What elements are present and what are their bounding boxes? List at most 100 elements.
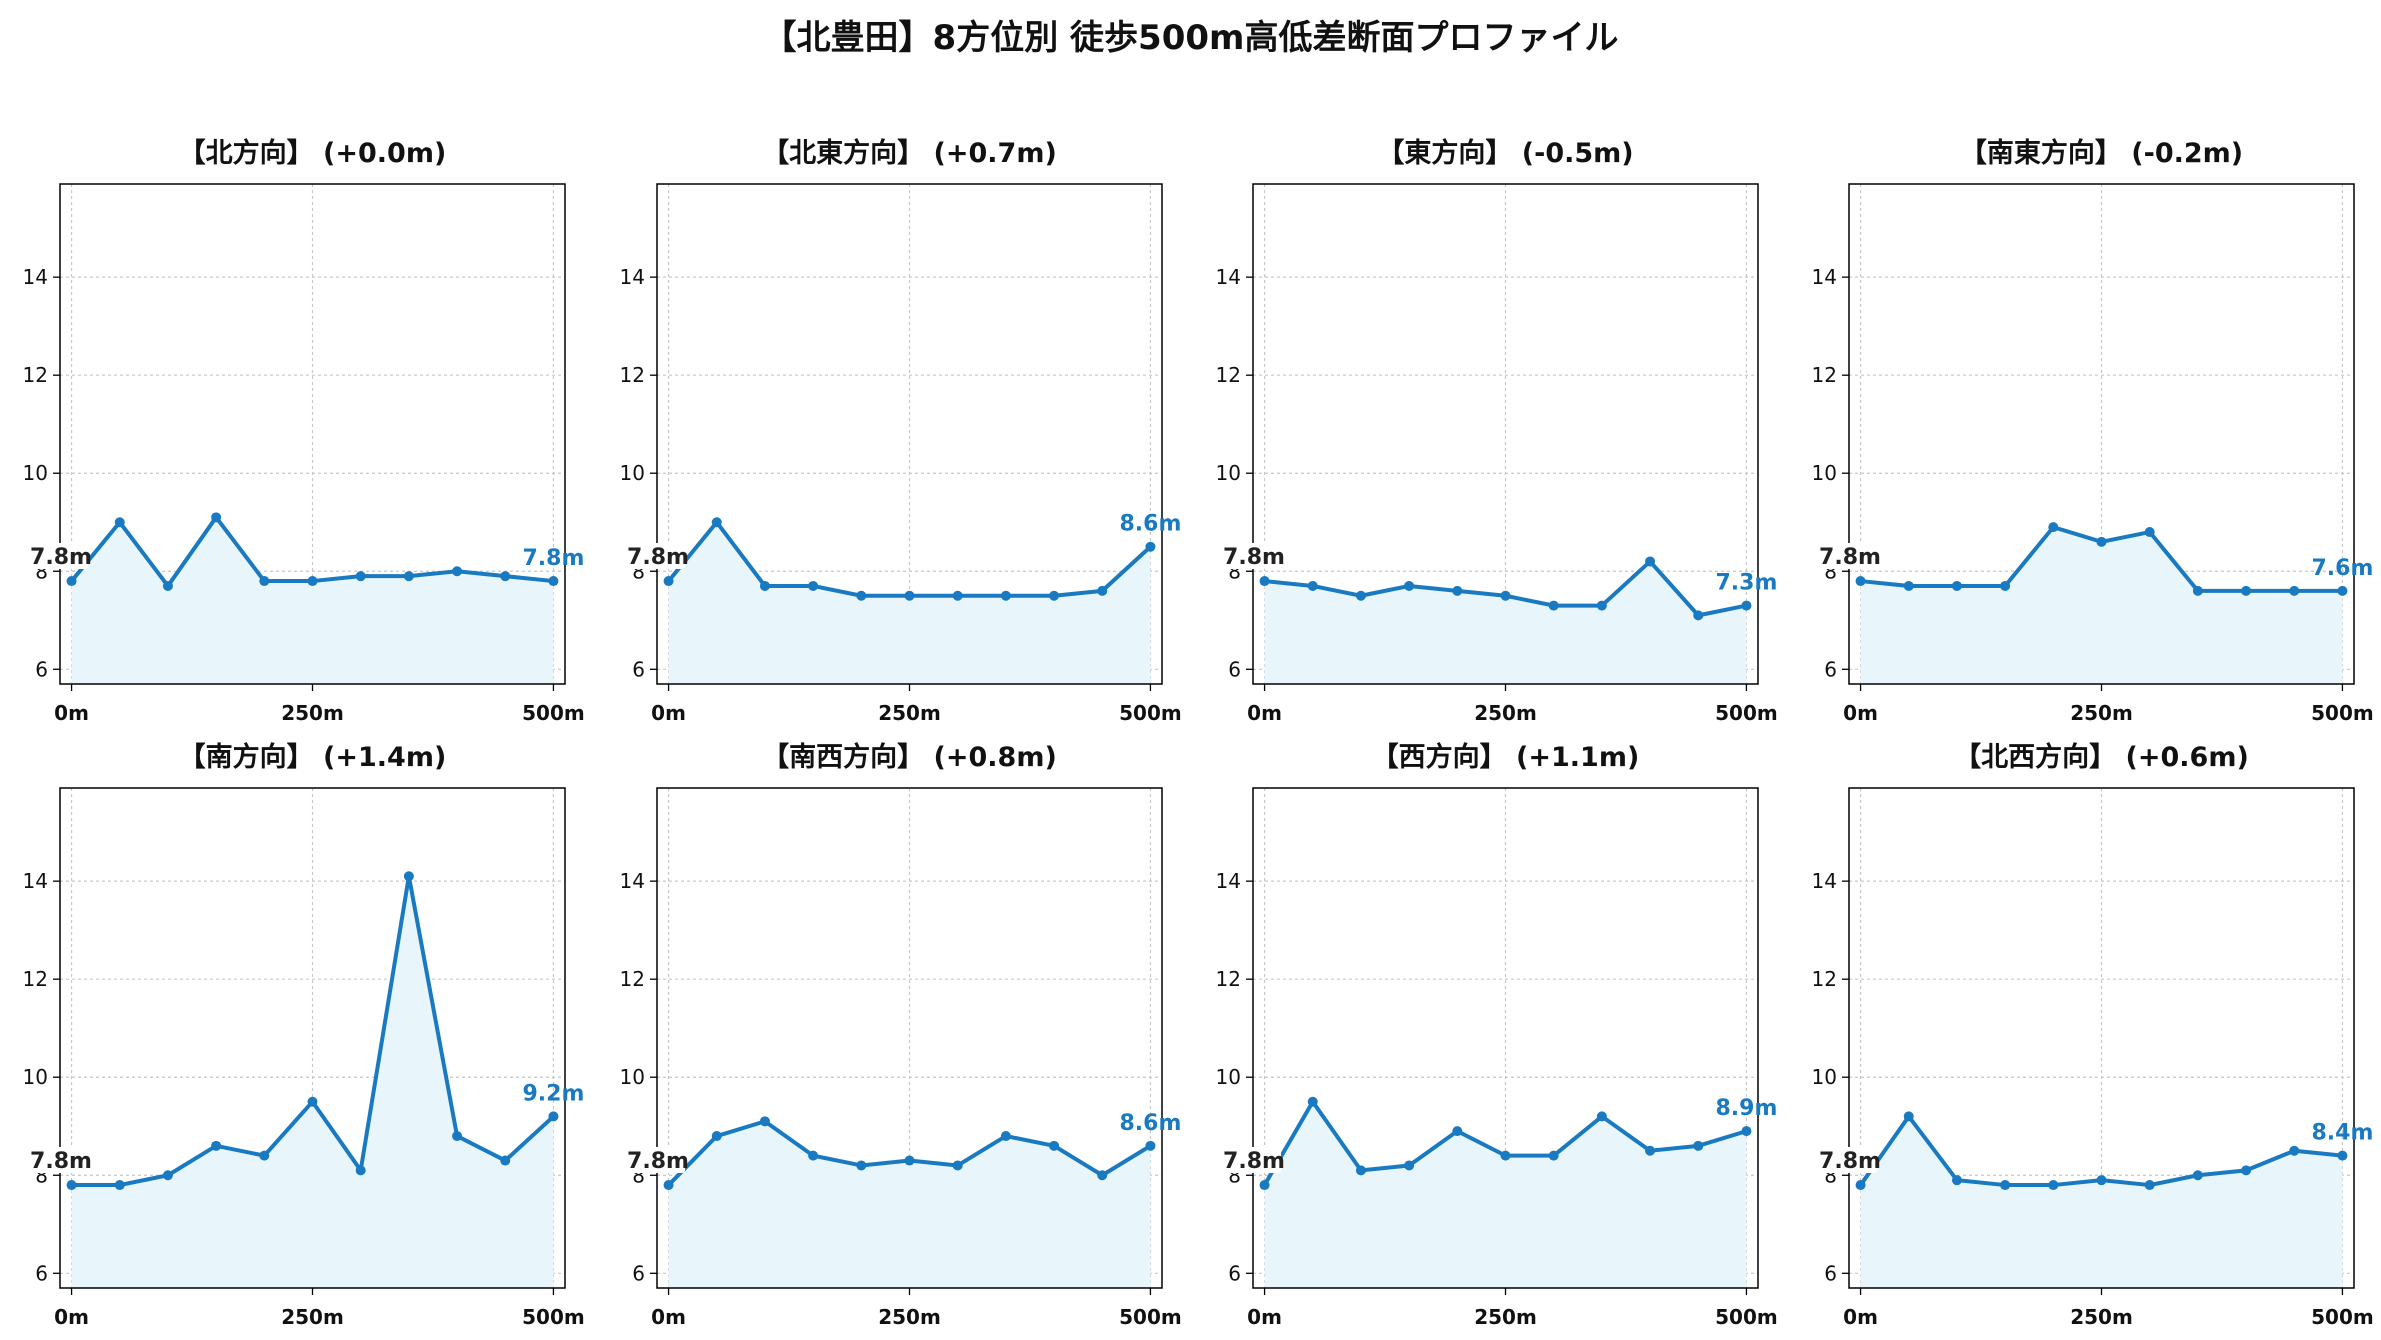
x-tick-label: 500m — [1119, 1305, 1182, 1329]
data-point — [500, 1155, 511, 1166]
panel-title: 【西方向】 (+1.1m) — [1372, 741, 1640, 773]
data-point — [114, 517, 125, 528]
start-label: 7.8m — [1223, 1149, 1285, 1174]
x-tick-label: 500m — [2311, 701, 2374, 725]
data-point — [452, 566, 463, 577]
data-point — [1000, 590, 1011, 601]
data-point — [1097, 1170, 1108, 1181]
x-tick-label: 0m — [1843, 1305, 1878, 1329]
y-tick-label: 14 — [1812, 265, 1837, 289]
data-point — [211, 1140, 222, 1151]
data-point — [1404, 1160, 1415, 1171]
data-point — [1903, 580, 1914, 591]
data-point — [808, 1150, 819, 1161]
data-point — [452, 1131, 463, 1142]
x-tick-label: 250m — [1474, 701, 1537, 725]
data-point — [1693, 1140, 1704, 1151]
y-tick-label: 12 — [1812, 967, 1837, 991]
data-point — [2289, 1145, 2300, 1156]
end-label: 9.2m — [522, 1081, 584, 1106]
data-point — [856, 590, 867, 601]
data-point — [1548, 600, 1559, 611]
start-label: 7.8m — [627, 1149, 689, 1174]
start-label: 7.8m — [1223, 545, 1285, 570]
plot-frame — [656, 787, 1163, 1289]
panel-title: 【北西方向】 (+0.6m) — [1954, 741, 2249, 773]
data-point — [2000, 1180, 2011, 1191]
end-label: 8.4m — [2311, 1121, 2373, 1146]
y-tick-label: 6 — [1824, 657, 1837, 681]
elevation-area — [71, 876, 554, 1288]
data-point — [1097, 585, 1108, 596]
y-tick-label: 10 — [620, 1065, 645, 1089]
data-point — [114, 1180, 125, 1191]
y-tick-label: 12 — [620, 363, 645, 387]
data-point — [808, 580, 819, 591]
x-tick-label: 0m — [54, 701, 89, 725]
data-point — [548, 1111, 559, 1122]
y-tick-label: 14 — [23, 869, 48, 893]
y-tick-label: 10 — [23, 1065, 48, 1089]
data-point — [1903, 1111, 1914, 1122]
data-point — [711, 517, 722, 528]
end-label: 7.3m — [1715, 571, 1777, 596]
y-tick-label: 6 — [632, 1261, 645, 1285]
data-point — [2241, 585, 2252, 596]
panel-title: 【東方向】 (-0.5m) — [1377, 137, 1633, 169]
data-point — [759, 1116, 770, 1127]
data-point — [2289, 585, 2300, 596]
y-tick-label: 10 — [620, 461, 645, 485]
data-point — [1259, 576, 1270, 587]
x-tick-label: 500m — [522, 701, 585, 725]
y-tick-label: 10 — [1216, 1065, 1241, 1089]
data-point — [2241, 1165, 2252, 1176]
panel-title: 【南方向】 (+1.4m) — [179, 741, 447, 773]
x-tick-label: 250m — [281, 701, 344, 725]
x-tick-label: 250m — [281, 1305, 344, 1329]
data-point — [1645, 1145, 1656, 1156]
data-point — [904, 590, 915, 601]
x-tick-label: 500m — [2311, 1305, 2374, 1329]
y-tick-label: 14 — [23, 265, 48, 289]
x-tick-label: 0m — [54, 1305, 89, 1329]
data-point — [2192, 585, 2203, 596]
panel-title: 【北東方向】 (+0.7m) — [762, 137, 1057, 169]
data-point — [1049, 590, 1060, 601]
plot-frame — [656, 183, 1163, 685]
y-tick-label: 12 — [1216, 967, 1241, 991]
x-tick-label: 500m — [522, 1305, 585, 1329]
y-tick-label: 14 — [620, 265, 645, 289]
x-tick-label: 250m — [1474, 1305, 1537, 1329]
data-point — [2096, 1175, 2107, 1186]
y-tick-label: 6 — [35, 1261, 48, 1285]
plot-frame — [59, 183, 566, 685]
panel-title: 【南東方向】 (-0.2m) — [1960, 137, 2243, 169]
data-point — [2337, 1150, 2348, 1161]
y-tick-label: 12 — [1216, 363, 1241, 387]
plot-frame — [1252, 787, 1759, 1289]
y-tick-label: 12 — [23, 363, 48, 387]
y-tick-label: 6 — [35, 657, 48, 681]
y-tick-label: 12 — [23, 967, 48, 991]
data-point — [1355, 590, 1366, 601]
data-point — [1596, 600, 1607, 611]
figure-title: 【北豊田】8方位別 徒歩500m高低差断面プロファイル — [762, 18, 1619, 58]
elevation-area — [1264, 561, 1747, 684]
data-point — [211, 512, 222, 523]
y-tick-label: 6 — [1228, 657, 1241, 681]
end-label: 8.9m — [1715, 1096, 1777, 1121]
data-point — [259, 576, 270, 587]
data-point — [759, 580, 770, 591]
y-tick-label: 14 — [1812, 869, 1837, 893]
end-label: 8.6m — [1119, 1111, 1181, 1136]
data-point — [1307, 580, 1318, 591]
end-label: 7.6m — [2311, 556, 2373, 581]
elevation-area — [1264, 1101, 1747, 1288]
data-point — [1741, 1126, 1752, 1137]
panel-title: 【南西方向】 (+0.8m) — [762, 741, 1057, 773]
data-point — [1000, 1131, 1011, 1142]
plot-frame — [1848, 787, 2355, 1289]
